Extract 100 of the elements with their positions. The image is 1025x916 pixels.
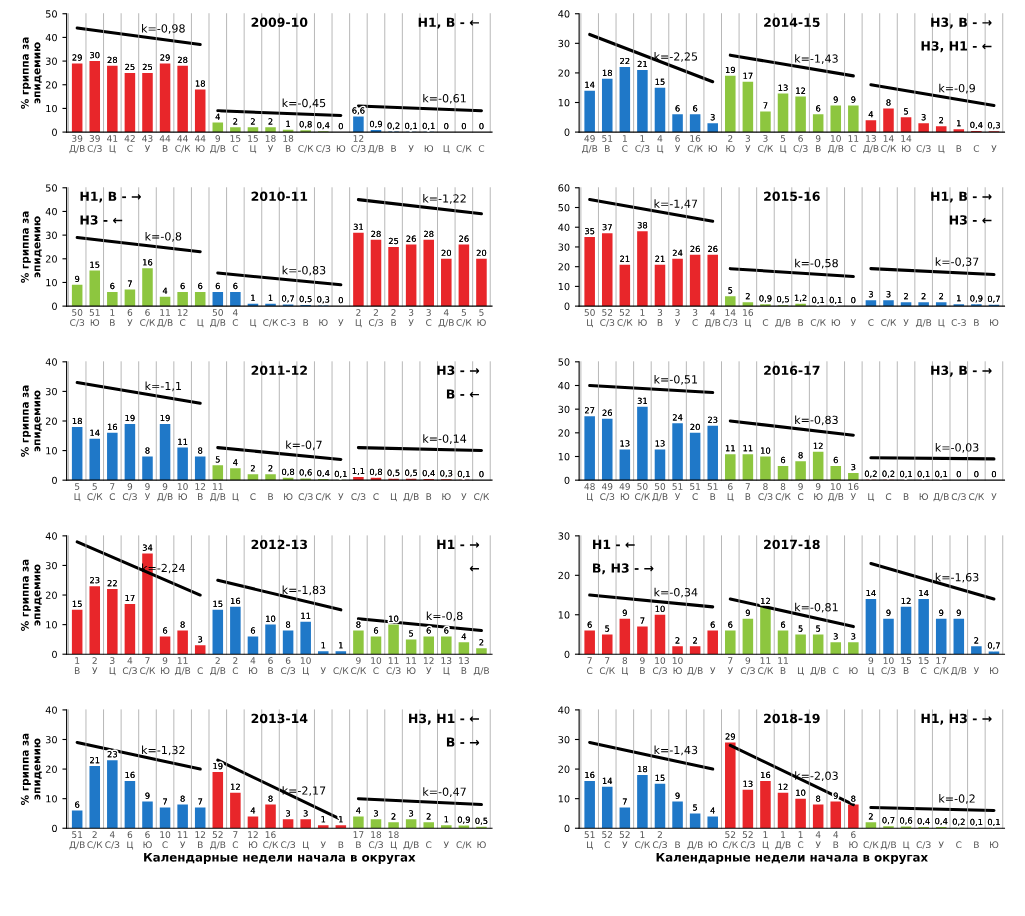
data-label: 11 xyxy=(743,445,753,452)
y-axis-title: % гриппа за эпидемию xyxy=(20,733,42,805)
x-tick-label: 2 В xyxy=(391,309,397,326)
data-label: 1 xyxy=(286,120,290,127)
x-tick-label: 49 С/З xyxy=(600,483,615,501)
data-label: 0,7 xyxy=(987,642,1000,650)
y-tick-label: 10 xyxy=(558,795,570,803)
data-label: 5 xyxy=(409,630,414,637)
y-tick-label: 0 xyxy=(52,476,57,484)
x-tick-label: 9 Д/В xyxy=(210,135,226,154)
data-label: 1 xyxy=(339,816,343,823)
data-label: 6 xyxy=(198,282,203,290)
x-tick-label: 6 У xyxy=(127,309,133,326)
x-tick-label: Ю xyxy=(336,145,346,152)
data-label: 38 xyxy=(637,222,648,229)
data-label: 2 xyxy=(268,465,273,472)
x-tick-label: 2 У xyxy=(92,657,98,674)
data-label: 1 xyxy=(339,642,343,649)
data-label: 14 xyxy=(585,81,595,88)
data-label: 0,4 xyxy=(317,122,330,130)
x-tick-label: С/З xyxy=(281,841,296,849)
y-tick-label: 20 xyxy=(45,417,57,425)
y-tick-label: 20 xyxy=(558,429,570,437)
data-label: 16 xyxy=(761,771,771,779)
y-tick-label: 60 xyxy=(558,184,570,192)
x-tick-label: В xyxy=(426,493,432,500)
x-tick-label: С-З xyxy=(951,319,966,326)
x-tick-label: Ц xyxy=(250,319,257,328)
x-tick-label: 50 Д/В xyxy=(652,483,668,502)
x-tick-label: 44 Ю xyxy=(194,135,206,152)
data-label: 5 xyxy=(728,287,733,294)
x-tick-label: Ц xyxy=(232,493,239,502)
chart-title: 2012-13 xyxy=(251,539,308,550)
data-label: 23 xyxy=(708,416,718,423)
x-tick-label: Д/В xyxy=(951,667,967,676)
x-axis-title: Календарные недели начала в округах xyxy=(656,852,928,865)
x-tick-label: С-З xyxy=(280,319,296,326)
x-tick-label: У xyxy=(973,667,979,674)
y-tick-label: 0 xyxy=(564,476,570,484)
x-tick-label: 50 С/К xyxy=(635,483,651,501)
x-tick-label: 12 В xyxy=(195,483,206,500)
y-tick-label: 10 xyxy=(558,98,570,107)
x-tick-label: С/К xyxy=(881,319,897,327)
x-tick-label: 44 С/К xyxy=(175,135,191,153)
y-tick-label: 20 xyxy=(558,263,570,271)
data-label: 1 xyxy=(444,816,449,823)
series-label: k=-0,47 xyxy=(423,787,466,798)
series-label: k=-0,45 xyxy=(282,98,326,109)
data-label: 12 xyxy=(796,87,806,94)
x-tick-label: Ц xyxy=(938,319,945,328)
x-tick-label: 11 С/З xyxy=(386,657,401,675)
data-label: 22 xyxy=(620,57,630,65)
data-label: 6 xyxy=(780,456,786,464)
x-tick-label: 7 С xyxy=(232,831,239,849)
x-tick-label: 1 С xyxy=(797,831,804,849)
data-label: 12 xyxy=(901,597,911,604)
data-label: 26 xyxy=(406,235,416,242)
x-tick-label: Ц xyxy=(197,319,204,328)
x-tick-label: 3 У xyxy=(745,135,751,152)
data-label: 1,1 xyxy=(352,467,365,475)
data-label: 0,1 xyxy=(422,122,435,130)
data-label: 13 xyxy=(655,440,665,447)
y-tick-label: 50 xyxy=(45,10,57,18)
data-label: 23 xyxy=(90,577,100,584)
data-label: 13 xyxy=(620,440,630,447)
data-label: 2 xyxy=(868,813,873,820)
y-tick-label: 30 xyxy=(45,735,57,744)
x-tick-label: С/З xyxy=(916,841,931,849)
x-tick-label: 16 У xyxy=(848,483,859,500)
x-tick-label: Д/В xyxy=(687,841,703,850)
data-label: 6 xyxy=(250,627,256,634)
data-label: 6 xyxy=(710,621,715,628)
x-tick-label: В xyxy=(798,319,804,326)
data-label: 0,5 xyxy=(776,296,789,304)
data-label: 2 xyxy=(268,118,273,125)
x-tick-label: С/З xyxy=(916,145,931,153)
x-tick-label: 9 В xyxy=(815,135,821,152)
data-label: 4 xyxy=(250,807,256,814)
chart-title: 2014-15 xyxy=(764,17,820,27)
data-label: 0,1 xyxy=(917,470,930,478)
x-tick-label: 10 Ю xyxy=(177,483,188,501)
x-tick-label: 6 С/К xyxy=(140,309,156,327)
series-label: k=-0,61 xyxy=(423,93,466,104)
x-tick-label: 51 Ц xyxy=(584,831,595,850)
data-label: 19 xyxy=(725,66,736,74)
data-label: 16 xyxy=(230,597,241,605)
data-label: 10 xyxy=(796,789,806,796)
data-label: 2 xyxy=(675,637,680,644)
x-tick-label: У xyxy=(338,493,344,500)
annotation: H1, В - → xyxy=(80,191,141,203)
x-tick-label: С/К xyxy=(810,319,826,327)
x-tick-label: Ю xyxy=(708,841,718,849)
y-axis-title: % гриппа за эпидемию xyxy=(20,37,42,109)
x-tick-label: С xyxy=(833,667,839,675)
x-tick-label: 9 У xyxy=(144,483,151,500)
x-tick-label: 10 Д/В xyxy=(828,135,844,154)
x-tick-label: 11 Д/В xyxy=(210,483,226,502)
data-label: 4 xyxy=(162,287,168,294)
annotation: H1, В - ← xyxy=(418,17,479,29)
x-axis-title: Календарные недели начала в округах xyxy=(144,852,416,865)
